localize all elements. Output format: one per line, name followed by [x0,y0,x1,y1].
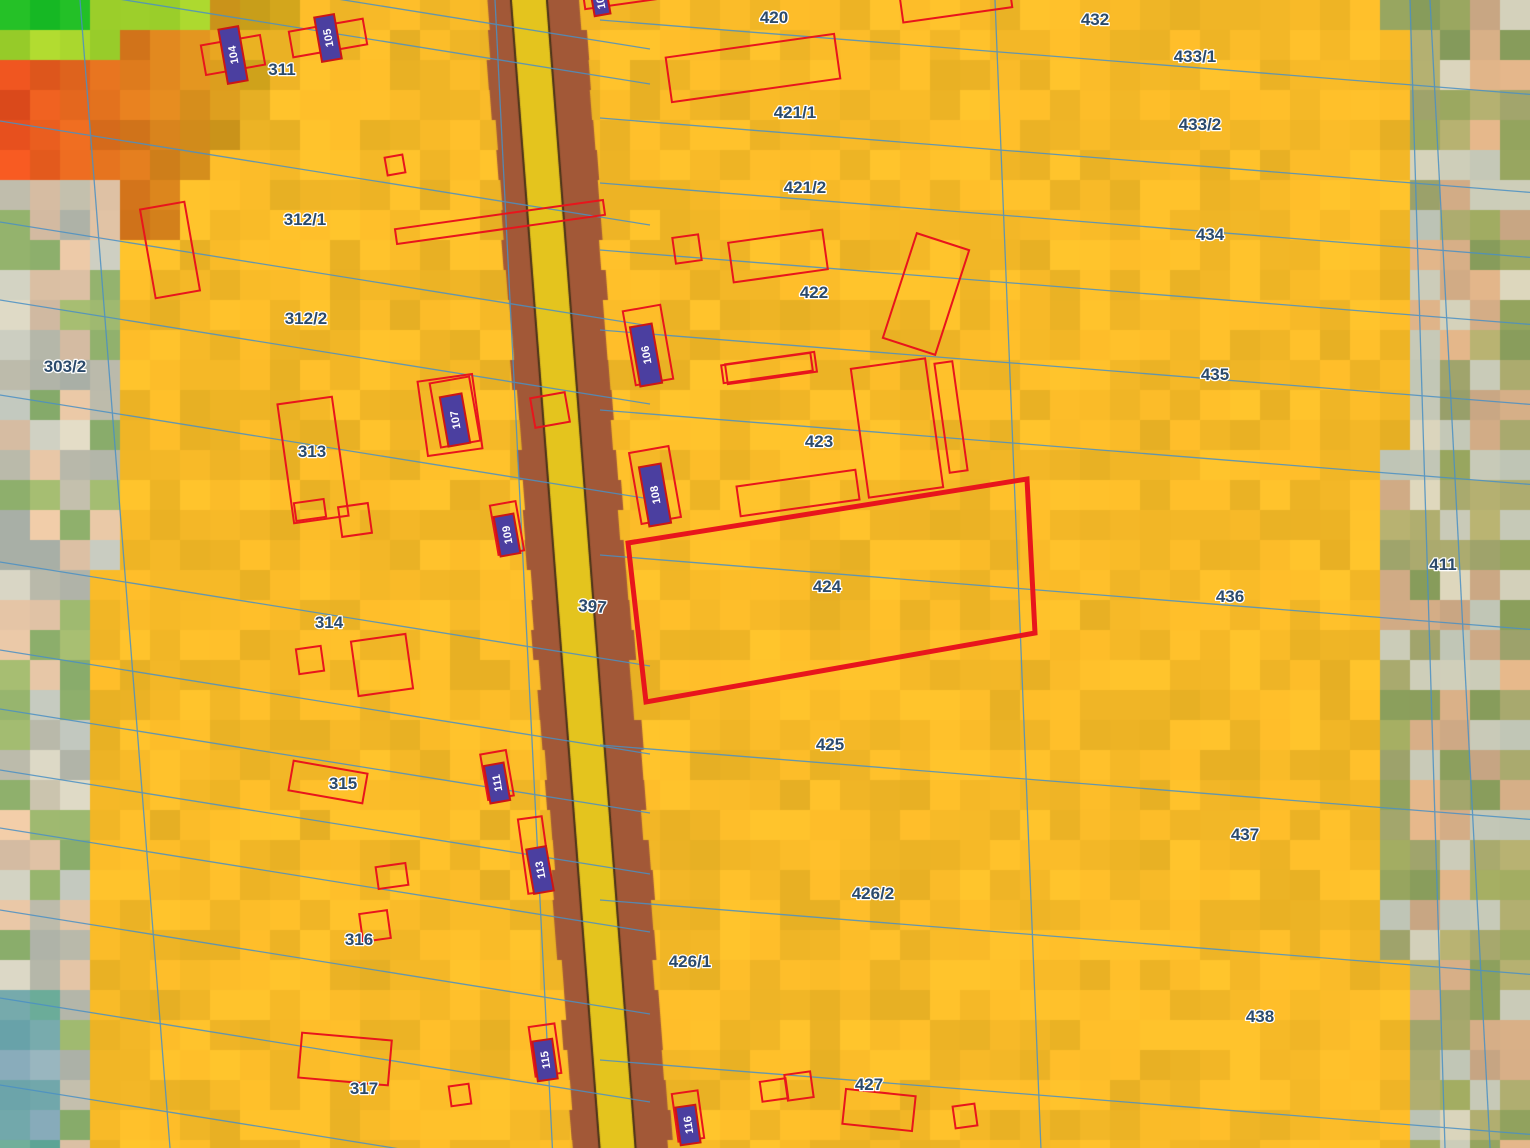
svg-text:423: 423 [805,432,833,451]
svg-text:425: 425 [816,735,844,754]
svg-text:433/1: 433/1 [1174,47,1217,66]
svg-text:426/2: 426/2 [852,884,895,903]
svg-text:315: 315 [329,774,357,793]
svg-text:313: 313 [298,442,326,461]
svg-text:103: 103 [593,0,608,10]
svg-text:433/2: 433/2 [1179,115,1222,134]
svg-text:397: 397 [578,596,608,617]
svg-text:421/2: 421/2 [784,178,827,197]
svg-text:420: 420 [760,8,788,27]
svg-text:432: 432 [1081,10,1109,29]
svg-text:312/1: 312/1 [284,210,327,229]
svg-text:438: 438 [1246,1007,1274,1026]
svg-text:435: 435 [1201,365,1229,384]
svg-text:312/2: 312/2 [285,309,328,328]
svg-text:411: 411 [1429,555,1456,574]
svg-text:317: 317 [350,1079,378,1098]
svg-text:303/2: 303/2 [44,357,87,376]
svg-text:424: 424 [813,577,842,596]
svg-text:437: 437 [1231,825,1259,844]
svg-text:422: 422 [800,283,828,302]
svg-text:426/1: 426/1 [669,952,712,971]
svg-text:427: 427 [855,1075,883,1094]
svg-text:316: 316 [345,930,373,949]
svg-text:436: 436 [1216,587,1244,606]
svg-text:116: 116 [682,1115,696,1134]
svg-text:421/1: 421/1 [774,103,817,122]
svg-text:314: 314 [315,613,344,632]
svg-text:311: 311 [268,60,295,79]
svg-text:434: 434 [1196,225,1225,244]
svg-text:115: 115 [539,1050,553,1069]
